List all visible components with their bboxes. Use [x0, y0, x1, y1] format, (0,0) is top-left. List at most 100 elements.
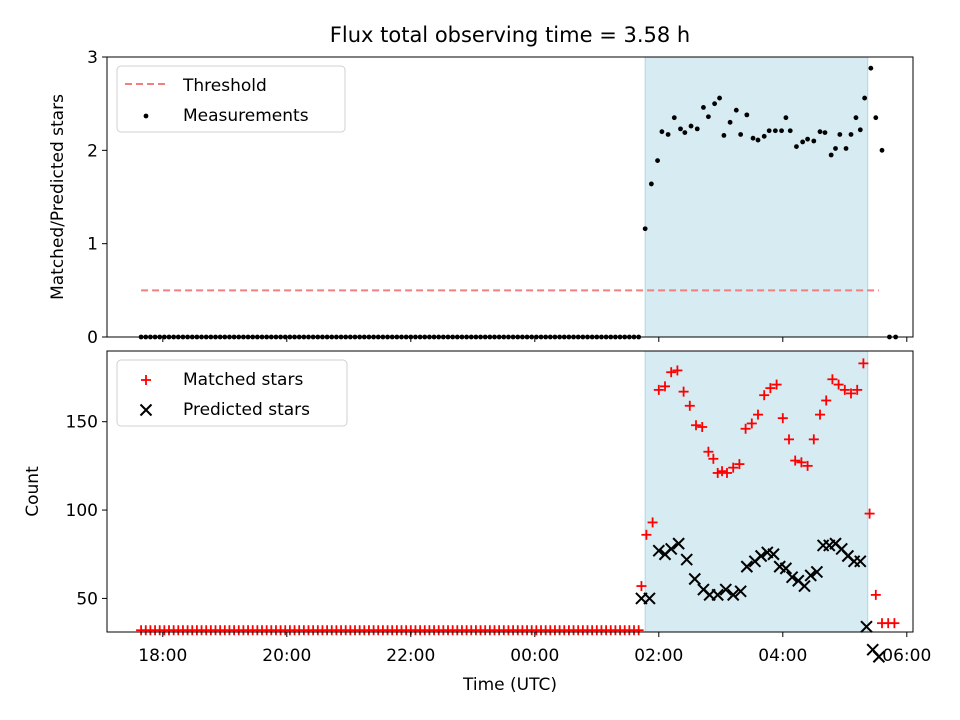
- measurement-point: [721, 133, 727, 138]
- predicted-stars-point: [740, 560, 754, 573]
- x-b: [643, 592, 656, 605]
- legend-predicted-swatch-b: [139, 403, 153, 417]
- x-tick-label: 22:00: [386, 646, 435, 666]
- x-tick-label: 18:00: [138, 646, 187, 666]
- x-b: [726, 588, 740, 602]
- matched-stars-point: [641, 529, 652, 540]
- x-tick-label: 20:00: [262, 646, 311, 666]
- legend-label-threshold: Threshold: [182, 76, 267, 96]
- x-b: [697, 583, 710, 596]
- matched-stars-point: [846, 388, 856, 399]
- predicted-stars-point: [860, 620, 873, 633]
- panel2-y-axis-label: Count: [23, 466, 43, 517]
- measurement-point: [733, 107, 739, 113]
- x-b: [785, 571, 799, 584]
- matched-stars-point: [852, 384, 863, 395]
- matched-stars-point: [833, 379, 844, 390]
- x-b: [719, 583, 732, 596]
- matched-stars-point: [708, 453, 719, 464]
- x-tick-label: 00:00: [510, 646, 559, 666]
- measurement-point: [755, 137, 761, 143]
- predicted-stars-point: [664, 542, 678, 556]
- matched-stars-point: [684, 400, 695, 411]
- measurement-point: [794, 144, 799, 150]
- matched-stars-point: [672, 365, 683, 376]
- predicted-stars-point: [672, 537, 685, 550]
- predicted-stars-point: [688, 572, 701, 586]
- panel2-legend: [116, 359, 348, 427]
- measurement-point: [787, 128, 793, 134]
- matched-stars-point: [796, 457, 807, 468]
- measurement-point: [800, 139, 806, 145]
- x-b: [792, 574, 805, 587]
- panel1-y-tick-label: 1: [87, 235, 98, 255]
- measurement-point: [848, 132, 854, 137]
- measurement-point: [817, 129, 823, 135]
- measurement-point: [857, 127, 863, 133]
- measurement-point: [873, 115, 879, 121]
- x-b: [664, 542, 678, 556]
- measurement-point: [766, 128, 772, 134]
- measurement-point: [811, 138, 817, 144]
- matched-stars-point: [734, 459, 745, 470]
- measurement-point: [655, 158, 660, 164]
- measurement-point: [805, 136, 810, 142]
- measurement-point: [843, 146, 849, 151]
- x-b: [680, 553, 693, 566]
- legend-label-measurements: Measurements: [183, 106, 309, 126]
- panel2-observing-window-span: [644, 350, 869, 633]
- matched-stars-point: [790, 455, 801, 466]
- measurement-point: [744, 112, 750, 118]
- legend-measurements-swatch: [143, 113, 149, 119]
- measurement-point: [837, 132, 843, 137]
- x-b: [779, 562, 793, 575]
- x-tick-label: 02:00: [634, 646, 683, 666]
- predicted-stars-point: [643, 592, 656, 605]
- measurement-point: [665, 132, 671, 137]
- measurement-point: [659, 129, 665, 135]
- matched-stars-point: [784, 434, 794, 445]
- measurement-point: [701, 105, 706, 110]
- matched-stars-point: [808, 434, 819, 445]
- legend-label-matched: Matched stars: [183, 370, 303, 390]
- x-b: [761, 546, 774, 559]
- matched-stars-point: [889, 618, 900, 629]
- panel2-y-tick-label: 50: [76, 589, 98, 609]
- panel2-y-tick-label: 150: [66, 413, 98, 433]
- x-b: [767, 548, 780, 561]
- predicted-stars-point: [734, 585, 747, 598]
- x-b: [860, 620, 873, 633]
- measurement-point: [688, 123, 694, 129]
- x-tick-label: 06:00: [882, 646, 931, 666]
- matched-stars-point: [691, 420, 701, 431]
- predicted-stars-point: [810, 565, 824, 579]
- x-b: [841, 549, 855, 563]
- x-b: [740, 560, 754, 573]
- predicted-stars-point: [652, 544, 666, 557]
- predicted-stars-point: [680, 553, 693, 566]
- matched-stars-point: [870, 589, 881, 600]
- matched-stars-point: [839, 384, 850, 395]
- matched-stars-point: [746, 418, 757, 429]
- measurement-point: [853, 115, 859, 121]
- matched-stars-point: [858, 358, 869, 369]
- predicted-stars-point: [719, 583, 732, 596]
- measurement-point: [712, 101, 717, 107]
- measurement-point: [648, 181, 654, 187]
- measurement-point: [678, 126, 683, 132]
- matched-stars-point: [633, 625, 644, 636]
- panel1-y-axis-label: Matched/Predicted stars: [48, 94, 68, 300]
- measurement-point: [862, 95, 868, 101]
- measurement-point: [761, 133, 767, 139]
- matched-stars-point: [703, 446, 714, 457]
- panel1-observing-window-span: [644, 56, 869, 338]
- matched-stars-point: [666, 367, 677, 378]
- matched-stars-point: [740, 423, 751, 434]
- predicted-stars-point: [779, 562, 793, 575]
- matched-stars-point: [827, 374, 838, 385]
- x-b: [711, 588, 724, 602]
- matched-stars-point: [636, 581, 647, 592]
- matched-stars-point: [864, 508, 875, 519]
- measurement-point: [682, 130, 688, 136]
